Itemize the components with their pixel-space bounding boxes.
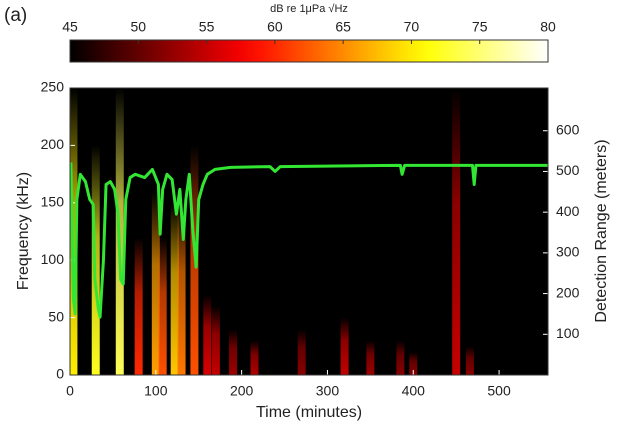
detection-range-line xyxy=(70,162,548,319)
panel-label: (a) xyxy=(4,5,27,26)
x-axis-label: Time (minutes) xyxy=(256,404,362,421)
heat-streak xyxy=(229,329,238,375)
heat-streak xyxy=(177,202,186,375)
y2-tick-label: 600 xyxy=(556,121,580,137)
x-tick-label: 500 xyxy=(487,383,511,399)
heat-streak xyxy=(134,237,143,375)
colorbar-tick-label: 80 xyxy=(540,19,556,35)
y-tick-label: 100 xyxy=(41,251,65,267)
y-tick-label: 0 xyxy=(56,366,64,382)
x-tick-label: 400 xyxy=(402,383,426,399)
colorbar-tick-label: 45 xyxy=(62,19,78,35)
heat-streak xyxy=(409,352,418,375)
x-tick-label: 100 xyxy=(144,383,168,399)
plot-frame xyxy=(69,87,549,376)
y-tick-label: 200 xyxy=(41,136,65,152)
y2-tick-label: 200 xyxy=(556,284,580,300)
heat-streak xyxy=(452,88,461,375)
heat-streak xyxy=(70,88,78,375)
colorbar-label: dB re 1μPa √Hz xyxy=(270,3,348,15)
y2-tick-label: 400 xyxy=(556,203,580,219)
colorbar-tick-label: 65 xyxy=(335,19,351,35)
y-tick-label: 50 xyxy=(48,308,64,324)
heat-streak xyxy=(151,191,160,375)
heat-streak xyxy=(465,346,474,375)
heat-streak xyxy=(170,202,179,375)
colorbar xyxy=(69,39,549,63)
colorbar-tick-label: 55 xyxy=(199,19,215,35)
heat-streak xyxy=(158,237,167,375)
y2-tick-label: 500 xyxy=(556,162,580,178)
x-tick-label: 300 xyxy=(316,383,340,399)
colorbar-tick-label: 75 xyxy=(472,19,488,35)
x-tick-label: 200 xyxy=(230,383,254,399)
colorbar-tick-label: 70 xyxy=(404,19,420,35)
heat-streak xyxy=(396,340,405,375)
plot-area xyxy=(70,88,548,375)
x-tick-label: 0 xyxy=(66,383,74,399)
y2-tick-label: 300 xyxy=(556,244,580,260)
heat-streak xyxy=(366,340,375,375)
heat-streak xyxy=(203,294,212,375)
heat-streak xyxy=(297,329,306,375)
colorbar-tick-label: 60 xyxy=(267,19,283,35)
y-tick-label: 150 xyxy=(41,194,65,210)
heat-streak xyxy=(250,340,259,375)
heat-streak xyxy=(340,317,349,375)
heat-streak xyxy=(211,306,220,375)
y2-axis-label: Detection Range (meters) xyxy=(593,139,610,322)
y-axis-label: Frequency (kHz) xyxy=(15,172,32,290)
colorbar-tick-label: 50 xyxy=(130,19,146,35)
y2-tick-label: 100 xyxy=(556,325,580,341)
y-tick-label: 250 xyxy=(41,79,65,95)
